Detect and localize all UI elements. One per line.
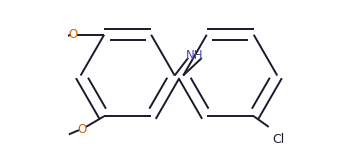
Text: O: O <box>68 28 78 41</box>
Text: O: O <box>77 123 87 136</box>
Text: Cl: Cl <box>273 133 285 146</box>
Text: NH: NH <box>186 49 204 62</box>
